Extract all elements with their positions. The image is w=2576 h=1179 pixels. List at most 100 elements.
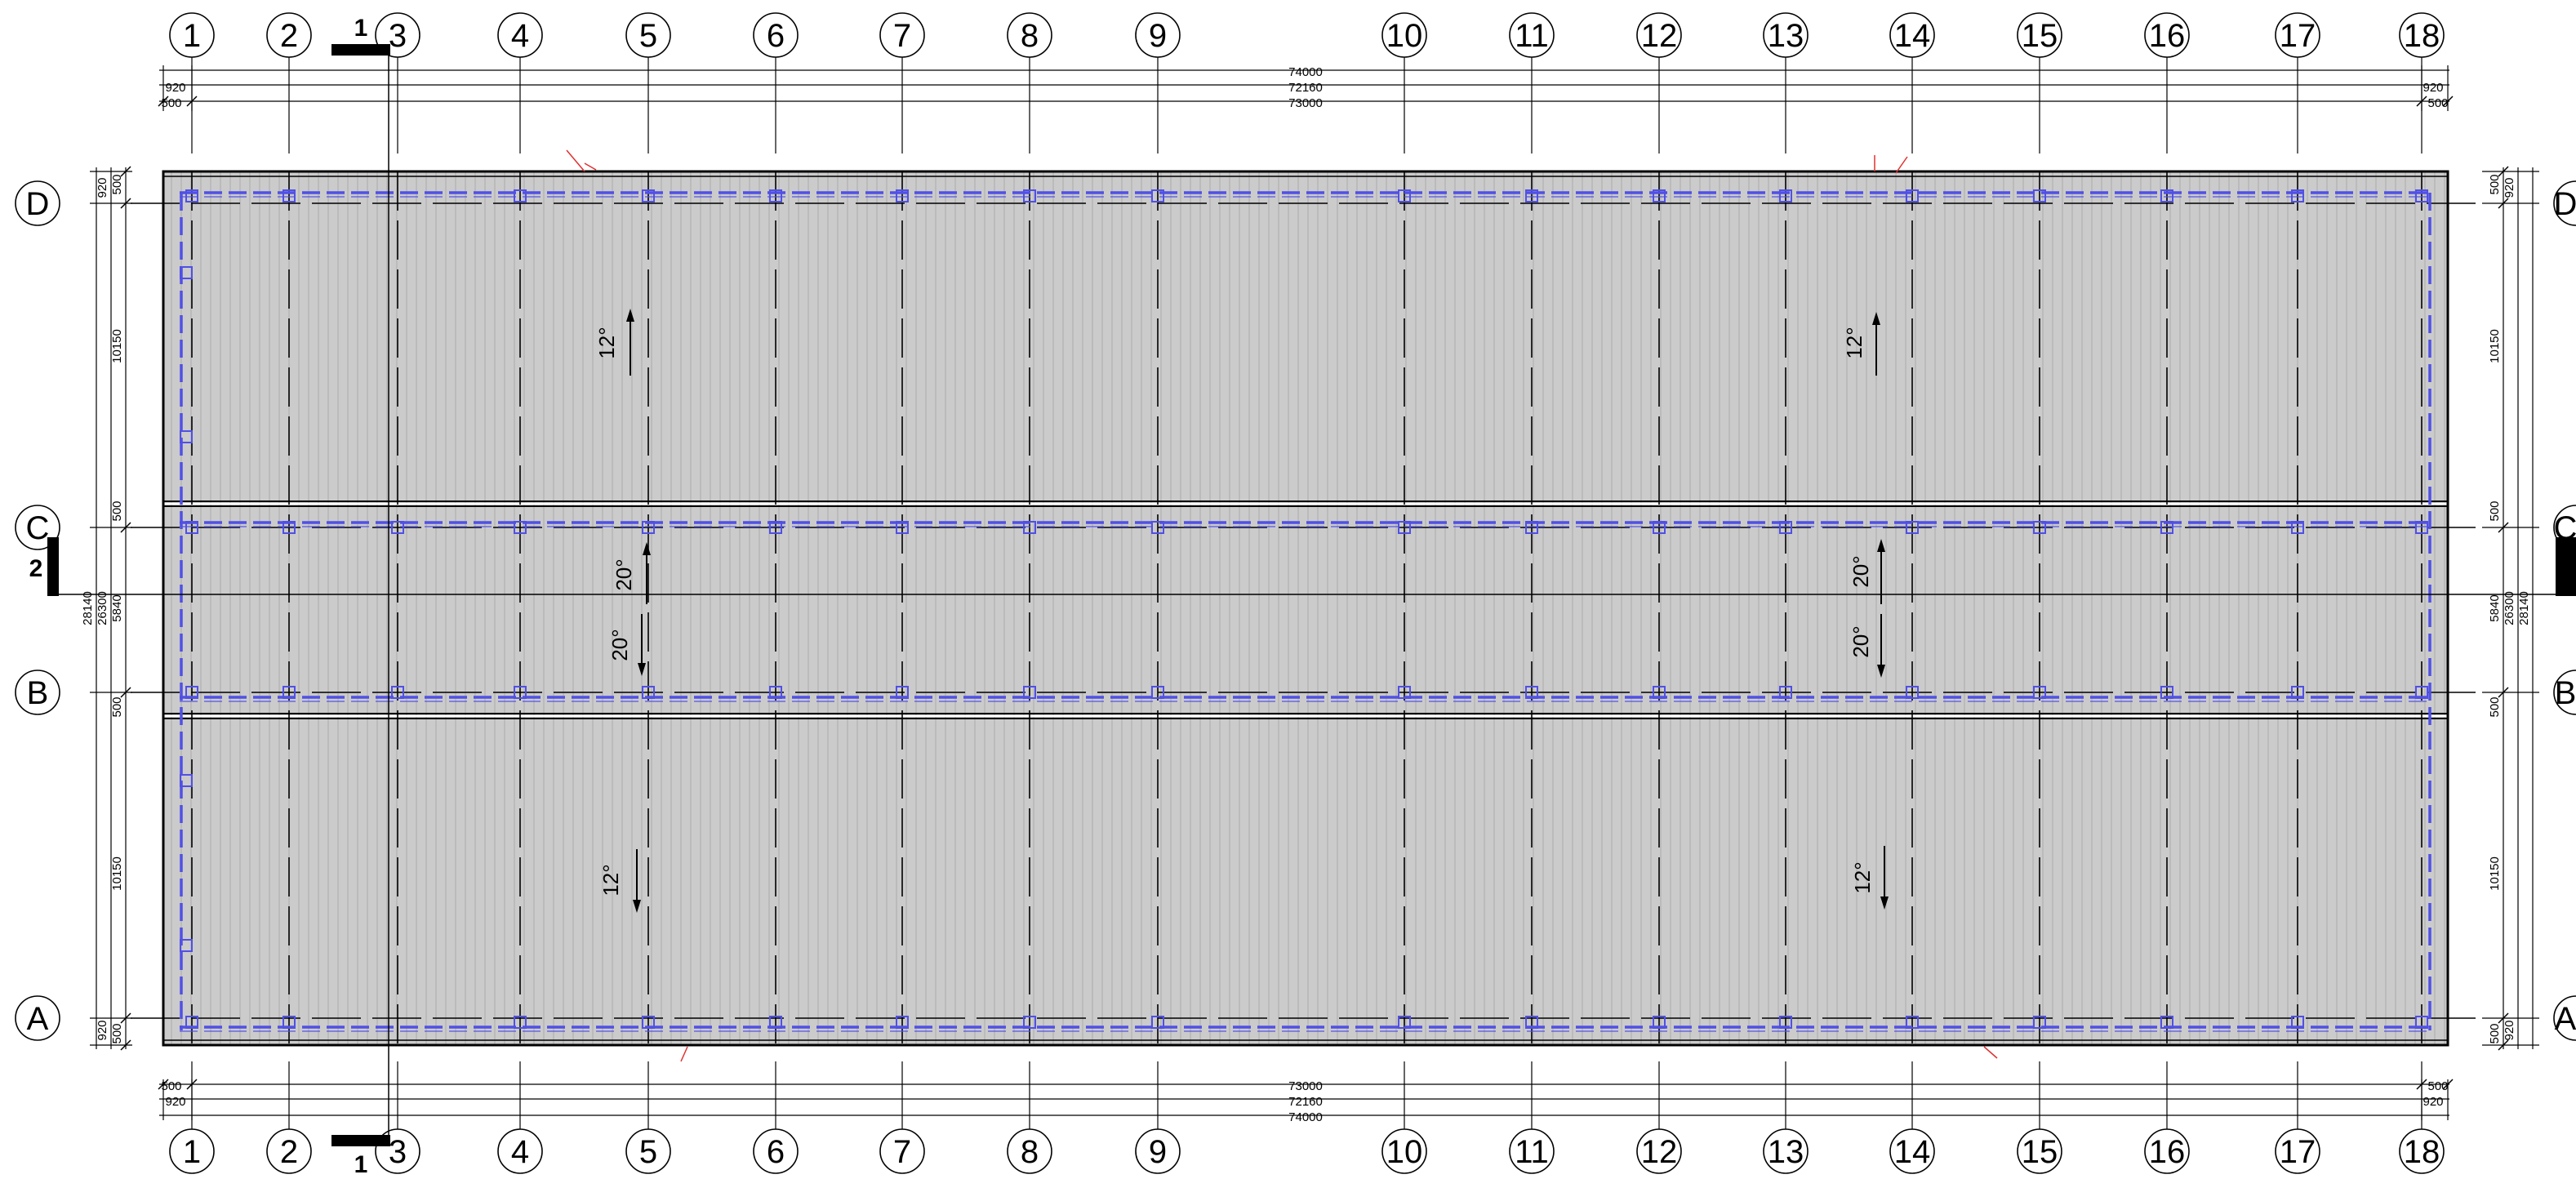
left-bay-dim-bottom: 10150 (110, 856, 124, 891)
column-node-B-2 (283, 686, 296, 699)
slope-label-centre-e-down: 20° (1849, 625, 1873, 657)
axis-bubble-9-top (1135, 12, 1181, 58)
column-node-D-6 (769, 189, 782, 202)
axis-bubble-11-top (1509, 12, 1555, 58)
slope-label-nw: 12° (594, 327, 619, 358)
downpipe-node-1 (180, 266, 193, 279)
axis-bubble-A-left (15, 995, 60, 1041)
column-node-A-10 (1398, 1016, 1411, 1029)
column-node-C-10 (1398, 521, 1411, 534)
column-node-A-17 (2291, 1016, 2304, 1029)
column-node-B-10 (1398, 686, 1411, 699)
axis-bubble-label-A-left: A (27, 1001, 49, 1037)
left-b-offset-500: 500 (110, 696, 124, 717)
dim-tick-top-4 (2442, 96, 2454, 107)
column-node-A-15 (2033, 1016, 2046, 1029)
right-top-offset-500: 500 (2488, 174, 2502, 194)
axis-bubble-1-bottom (169, 1128, 215, 1174)
left-bottom-offset-920: 920 (96, 1020, 109, 1040)
column-node-D-7 (896, 189, 909, 202)
column-node-D-1 (185, 189, 198, 202)
roof-panel-centre (163, 505, 2448, 715)
section-1-label-top: 1 (354, 15, 368, 42)
left-mid-dim: 26300 (96, 591, 109, 625)
slope-arrow-centre-w-down (638, 614, 646, 676)
axis-bubble-label-11-bottom: 11 (1515, 1134, 1549, 1170)
column-node-D-4 (514, 189, 527, 202)
top-left-offset-920: 920 (165, 81, 185, 95)
dim-tick-left-4 (120, 687, 131, 698)
column-node-C-12 (1653, 521, 1666, 534)
axis-bubble-5-top (625, 12, 671, 58)
axis-bubble-7-bottom (879, 1128, 925, 1174)
dim-tick-right-5 (2498, 1012, 2509, 1024)
bottom-overall-dim: 74000 (1288, 1110, 1323, 1124)
axis-bubble-17-bottom (2275, 1128, 2320, 1174)
column-node-D-17 (2291, 189, 2304, 202)
slope-arrow-nw (626, 309, 634, 376)
section-2-mark-left (47, 537, 59, 596)
axis-bubble-label-14-bottom: 14 (1894, 1134, 1931, 1170)
top-left-offset-500: 500 (161, 96, 181, 110)
axis-bubble-12-top (1636, 12, 1682, 58)
axis-bubble-2-top (266, 12, 312, 58)
dim-tick-left-2 (120, 198, 131, 209)
axis-bubble-17-top (2275, 12, 2320, 58)
axis-bubble-13-bottom (1763, 1128, 1809, 1174)
column-node-B-18 (2415, 686, 2428, 699)
axis-bubble-label-15-top: 15 (2022, 18, 2058, 54)
top-right-offset-920: 920 (2423, 81, 2443, 95)
axis-bubble-label-6-bottom: 6 (767, 1134, 785, 1170)
top-dimensions: 74000 72160 73000 920 500 920 500 (161, 65, 2448, 110)
left-bottom-offset-500: 500 (110, 1023, 124, 1043)
axis-bubble-18-top (2399, 12, 2445, 58)
dim-tick-right-6 (2498, 1039, 2509, 1051)
dim-tick-right-1 (2498, 166, 2509, 177)
axis-bubble-8-top (1007, 12, 1052, 58)
column-node-B-9 (1151, 686, 1164, 699)
slope-label-centre-w-down: 20° (607, 629, 632, 661)
column-node-D-10 (1398, 189, 1411, 202)
dim-tick-left-5 (120, 1012, 131, 1024)
axis-bubble-B-right (2553, 670, 2576, 715)
bottom-mid-dim: 72160 (1288, 1095, 1323, 1109)
section-1-mark-top (331, 44, 390, 56)
column-node-B-11 (1525, 686, 1538, 699)
trim-mark-6 (1983, 1046, 1998, 1059)
axis-bubble-label-3-top: 3 (389, 18, 407, 54)
column-node-A-9 (1151, 1016, 1164, 1029)
slope-label-sw: 12° (598, 864, 623, 896)
column-node-A-7 (896, 1016, 909, 1029)
bottom-dimensions: 73000 72160 74000 500 920 500 920 (161, 1079, 2448, 1124)
column-node-A-6 (769, 1016, 782, 1029)
axis-bubble-label-8-bottom: 8 (1021, 1134, 1039, 1170)
section-1-label-bottom: 1 (354, 1151, 368, 1178)
axis-bubble-label-1-top: 1 (183, 18, 201, 54)
axis-bubble-label-9-top: 9 (1149, 18, 1167, 54)
column-node-B-5 (642, 686, 655, 699)
column-node-B-12 (1653, 686, 1666, 699)
column-node-B-7 (896, 686, 909, 699)
axis-bubble-label-18-top: 18 (2404, 18, 2440, 54)
trim-mark-1 (566, 149, 585, 172)
axis-bubble-label-5-top: 5 (639, 18, 657, 54)
axis-bubble-4-bottom (497, 1128, 543, 1174)
column-node-B-3 (391, 686, 404, 699)
dim-tick-left-3 (120, 522, 131, 533)
axis-bubble-7-top (879, 12, 925, 58)
slope-arrow-centre-e-down (1877, 614, 1885, 678)
axis-bubble-14-top (1889, 12, 1935, 58)
dim-tick-left-6 (120, 1039, 131, 1051)
axis-bubble-label-8-top: 8 (1021, 18, 1039, 54)
axis-bubble-label-B-left: B (27, 675, 49, 711)
column-node-C-16 (2160, 521, 2173, 534)
right-bay-dim-top: 10150 (2488, 329, 2502, 363)
axis-bubble-15-bottom (2017, 1128, 2062, 1174)
gutter-lines (180, 191, 2431, 1032)
slope-arrow-se (1880, 846, 1889, 910)
left-top-offset-920: 920 (96, 177, 109, 198)
axis-bubble-label-2-bottom: 2 (280, 1134, 298, 1170)
slope-arrow-sw (633, 849, 641, 913)
dim-tick-left-1 (120, 166, 131, 177)
